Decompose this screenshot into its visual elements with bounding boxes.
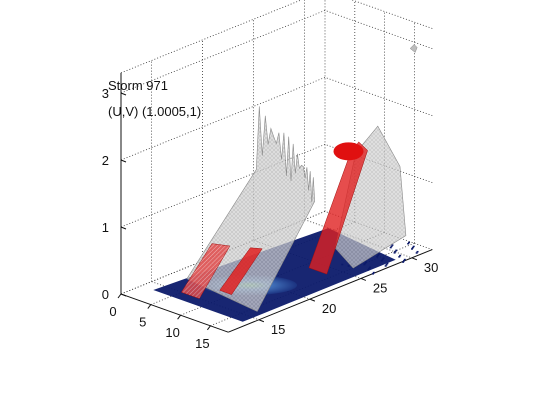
ground-speckle — [411, 248, 414, 250]
chart-subtitle: (U,V) (1.0005,1) — [108, 104, 202, 119]
z-tick — [120, 159, 127, 163]
x-tick — [177, 314, 182, 320]
z-tick — [120, 293, 127, 297]
z-tick-label: 3 — [102, 86, 109, 101]
ground-speckle — [367, 269, 370, 271]
ground-speckle — [412, 245, 415, 248]
ground-speckle — [402, 261, 405, 263]
x-tick-label: 15 — [195, 336, 209, 351]
z-tick-label: 0 — [102, 287, 109, 302]
x-tick — [117, 293, 122, 299]
ground-speckle — [368, 267, 371, 270]
ground-speckle — [382, 257, 385, 259]
ground-speckle — [395, 249, 398, 252]
grid-line — [120, 9, 433, 94]
ground-speckle — [386, 262, 389, 265]
chart-title: Storm 971 — [108, 78, 168, 93]
x-tick-label: 10 — [165, 325, 179, 340]
z-tick — [120, 92, 127, 96]
y-tick-label: 15 — [271, 322, 285, 337]
ground-speckle — [372, 271, 375, 274]
y-tick-label: 20 — [322, 301, 336, 316]
x-tick — [206, 325, 211, 331]
y-tick — [309, 298, 316, 302]
core-isosurface — [219, 247, 263, 295]
ground-speckle — [381, 258, 384, 261]
ground-speckle — [403, 258, 406, 261]
x-tick — [147, 304, 152, 309]
ground-speckle — [398, 256, 401, 258]
z-tick-label: 1 — [102, 220, 109, 235]
outer-fragment — [409, 44, 418, 53]
ground-speckle — [394, 250, 397, 253]
y-tick-label: 25 — [373, 280, 387, 295]
ground-speckle — [376, 254, 379, 257]
ground-speckle — [411, 246, 414, 249]
grid-line — [120, 0, 433, 74]
ground-speckle — [391, 244, 394, 246]
grid-line — [304, 219, 413, 259]
ground-speckle — [368, 266, 371, 269]
ground-speckle — [408, 241, 411, 244]
ground-speckle — [402, 260, 405, 262]
x-tick-label: 5 — [139, 315, 146, 330]
ground-speckle — [380, 259, 383, 262]
z-tick-label: 2 — [102, 153, 109, 168]
ground-speckle — [377, 253, 380, 255]
ground-speckle — [415, 252, 418, 254]
z-tick — [120, 226, 127, 230]
ground-speckle — [363, 263, 366, 266]
ground-speckle — [347, 265, 350, 267]
ground-speckle — [390, 245, 393, 248]
ground-speckle — [371, 273, 374, 275]
ground-speckle — [385, 263, 388, 266]
axes — [117, 72, 433, 333]
y-tick-label: 30 — [424, 260, 438, 275]
ground-speckle — [365, 261, 368, 263]
ground-speckle — [416, 250, 419, 253]
ground-speckle — [389, 246, 392, 249]
ground-speckle — [399, 254, 402, 257]
ground-speckle — [376, 255, 379, 258]
ground-speckle — [407, 242, 410, 245]
core-cap — [333, 142, 364, 161]
ground-speckle — [393, 252, 396, 254]
x-tick-label: 0 — [109, 304, 116, 319]
y-tick — [360, 278, 367, 281]
y-tick — [411, 257, 418, 261]
ground-speckle — [364, 262, 367, 265]
y-tick — [258, 319, 265, 323]
core-isosurface — [308, 141, 368, 275]
core-isosurface — [181, 243, 231, 299]
storm-volume — [153, 44, 419, 322]
y-axis — [228, 249, 433, 333]
ground-speckle — [384, 265, 387, 267]
ground-speckle — [341, 263, 344, 266]
